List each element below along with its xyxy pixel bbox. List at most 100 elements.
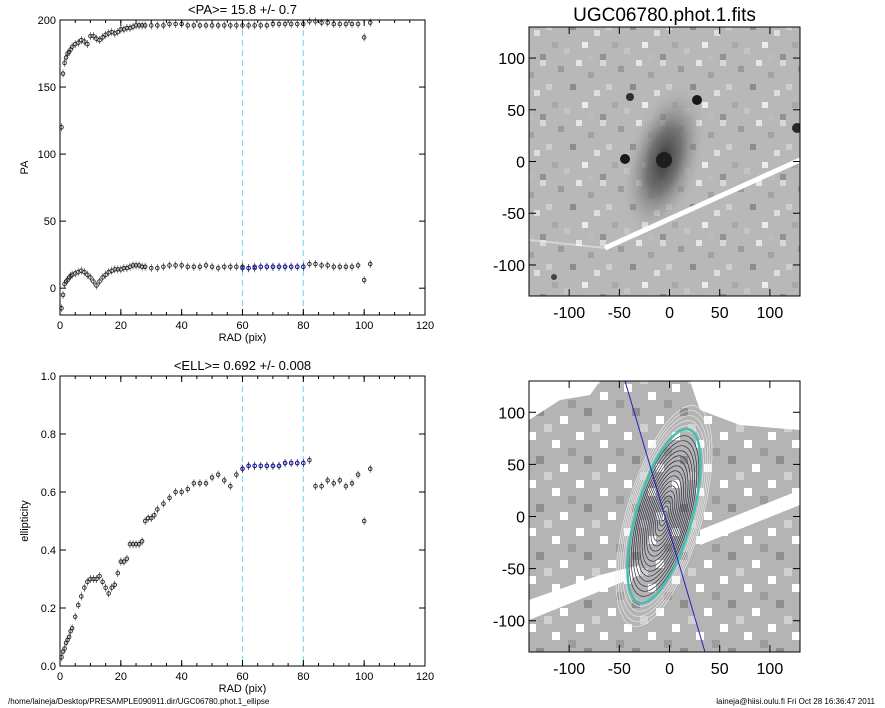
data-point — [221, 264, 227, 269]
contour-ellipse — [615, 405, 713, 627]
image-title: UGC06780.phot.1.fits — [573, 5, 756, 26]
data-point — [142, 518, 148, 524]
x-tick-label: 50 — [711, 305, 729, 322]
data-point — [215, 472, 221, 477]
contour-ellipse — [650, 485, 678, 547]
fit-point — [288, 264, 294, 269]
data-point — [343, 264, 349, 269]
y-tick-label: -100 — [493, 614, 525, 631]
data-point — [161, 501, 166, 506]
data-point — [97, 279, 102, 284]
data-point — [355, 21, 361, 27]
ellipse-fit-pixels — [529, 381, 800, 652]
y-tick-label: 50 — [44, 216, 56, 228]
data-point — [133, 541, 139, 547]
x-tick-label: 60 — [236, 320, 248, 332]
y-tick-label: -100 — [493, 258, 525, 275]
data-point — [100, 275, 105, 280]
data-point — [94, 576, 99, 582]
x-tick-label: 100 — [355, 320, 373, 332]
data-point — [60, 71, 66, 76]
data-point — [325, 20, 330, 25]
fit-point — [240, 265, 245, 271]
x-tick-label: 100 — [757, 305, 784, 322]
data-point — [155, 23, 160, 28]
data-point — [197, 23, 203, 28]
contour-ellipse — [624, 425, 704, 607]
data-point — [276, 21, 282, 27]
data-point — [228, 264, 233, 269]
data-point — [228, 483, 233, 489]
data-point — [127, 541, 133, 547]
fit-point — [252, 264, 257, 269]
x-tick-label: 80 — [297, 671, 309, 683]
data-point — [167, 263, 172, 268]
contour-ellipse — [652, 490, 676, 542]
data-point — [75, 40, 81, 46]
data-point — [133, 23, 139, 28]
fit-point — [276, 264, 282, 269]
data-point — [234, 264, 239, 269]
data-point — [130, 263, 136, 268]
data-point — [167, 21, 172, 27]
data-point — [173, 21, 178, 27]
data-point — [288, 21, 294, 27]
x-tick-label: -50 — [608, 661, 631, 678]
data-point — [100, 35, 105, 40]
data-point — [331, 481, 337, 486]
data-point — [85, 41, 90, 47]
data-point — [337, 478, 343, 483]
data-point — [142, 23, 148, 28]
x-tick-label: -100 — [553, 305, 585, 322]
data-point — [313, 483, 318, 489]
data-point — [161, 264, 166, 269]
data-point — [307, 261, 312, 267]
data-point — [75, 602, 81, 608]
x-tick-label: 100 — [757, 661, 784, 678]
data-point — [361, 35, 367, 40]
data-point — [155, 507, 160, 512]
y-axis-label: PA — [19, 160, 31, 175]
x-tick-label: 0 — [665, 305, 674, 322]
data-point — [343, 483, 349, 489]
data-point — [355, 472, 361, 477]
x-tick-label: 50 — [711, 661, 729, 678]
data-point — [130, 541, 136, 547]
data-point — [209, 475, 215, 480]
y-tick-label: 200 — [38, 15, 56, 27]
fit-point — [301, 460, 306, 466]
contour-ellipse — [622, 420, 706, 612]
fit-point — [252, 463, 257, 469]
x-axis-label: RAD (pix) — [219, 332, 267, 344]
data-point — [103, 585, 108, 590]
data-point — [115, 29, 121, 35]
data-point — [258, 23, 264, 28]
data-point — [152, 512, 157, 518]
x-tick-label: 60 — [236, 671, 248, 683]
data-point — [91, 279, 96, 284]
data-point — [118, 559, 124, 564]
data-point — [179, 263, 184, 268]
y-axis-label: ellipticity — [19, 500, 31, 542]
data-point — [337, 264, 343, 269]
data-point — [185, 486, 190, 492]
data-point — [148, 23, 154, 28]
contour-ellipse — [659, 505, 669, 527]
fit-point — [258, 463, 264, 469]
data-point — [145, 515, 151, 521]
x-tick-label: 100 — [355, 671, 373, 683]
y-tick-label: 0.8 — [41, 429, 56, 441]
data-point — [139, 264, 145, 269]
data-point — [106, 591, 111, 596]
contour-ellipse — [643, 470, 685, 562]
data-point — [82, 269, 87, 275]
data-point — [173, 489, 178, 495]
data-point — [252, 23, 257, 28]
data-point — [191, 23, 197, 28]
data-point — [282, 21, 288, 27]
x-tick-label: 40 — [176, 320, 188, 332]
data-point — [173, 263, 178, 268]
data-point — [215, 23, 221, 28]
data-point — [97, 37, 102, 43]
